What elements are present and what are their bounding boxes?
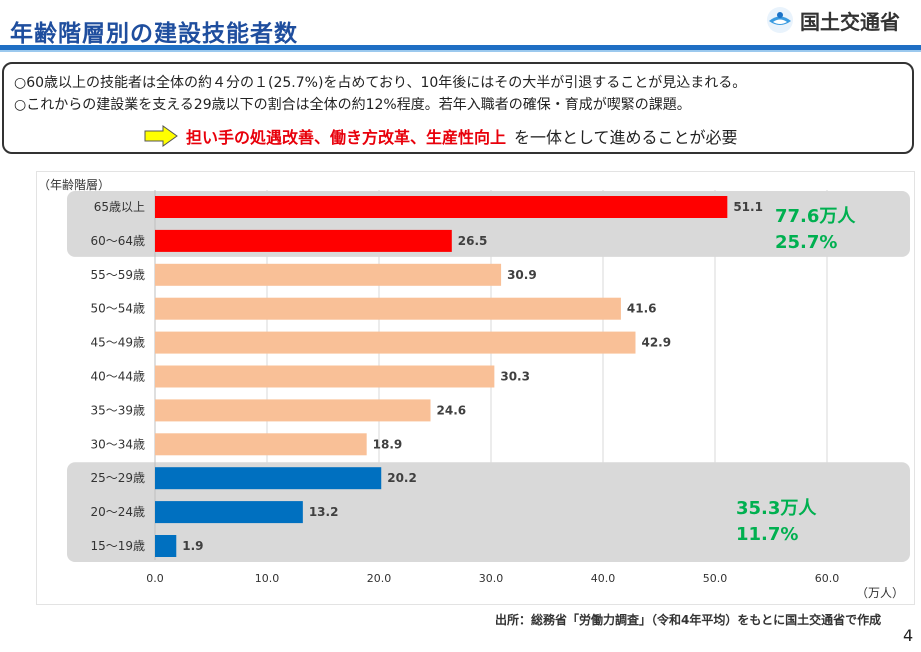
- summary-line-2: ○これからの建設業を支える29歳以下の割合は全体の約12%程度。若年入職者の確保…: [14, 97, 691, 113]
- summary-line-1: ○60歳以上の技能者は全体の約４分の１(25.7%)を占めており、10年後にはそ…: [14, 75, 747, 91]
- chart-frame: [36, 171, 915, 605]
- page-number: 4: [903, 626, 914, 645]
- source-note: 出所：総務省「労働力調査」（令和4年平均）をもとに国土交通省で作成: [495, 613, 882, 627]
- mlit-logo: 国土交通省: [766, 4, 900, 36]
- summary-box: ○60歳以上の技能者は全体の約４分の１(25.7%)を占めており、10年後にはそ…: [2, 62, 914, 154]
- right-arrow-icon: [144, 125, 178, 147]
- page-title: 年齢階層別の建設技能者数: [10, 21, 298, 47]
- ministry-emblem-icon: [767, 7, 793, 33]
- title-underline-light: [0, 50, 921, 52]
- conclusion-rest: を一体として進めることが必要: [514, 128, 738, 147]
- logo-text: 国土交通省: [800, 9, 900, 34]
- conclusion: 担い手の処遇改善、働き方改革、生産性向上 を一体として進めることが必要: [144, 124, 738, 148]
- title-underline: [0, 45, 921, 50]
- conclusion-highlight: 担い手の処遇改善、働き方改革、生産性向上: [186, 128, 507, 147]
